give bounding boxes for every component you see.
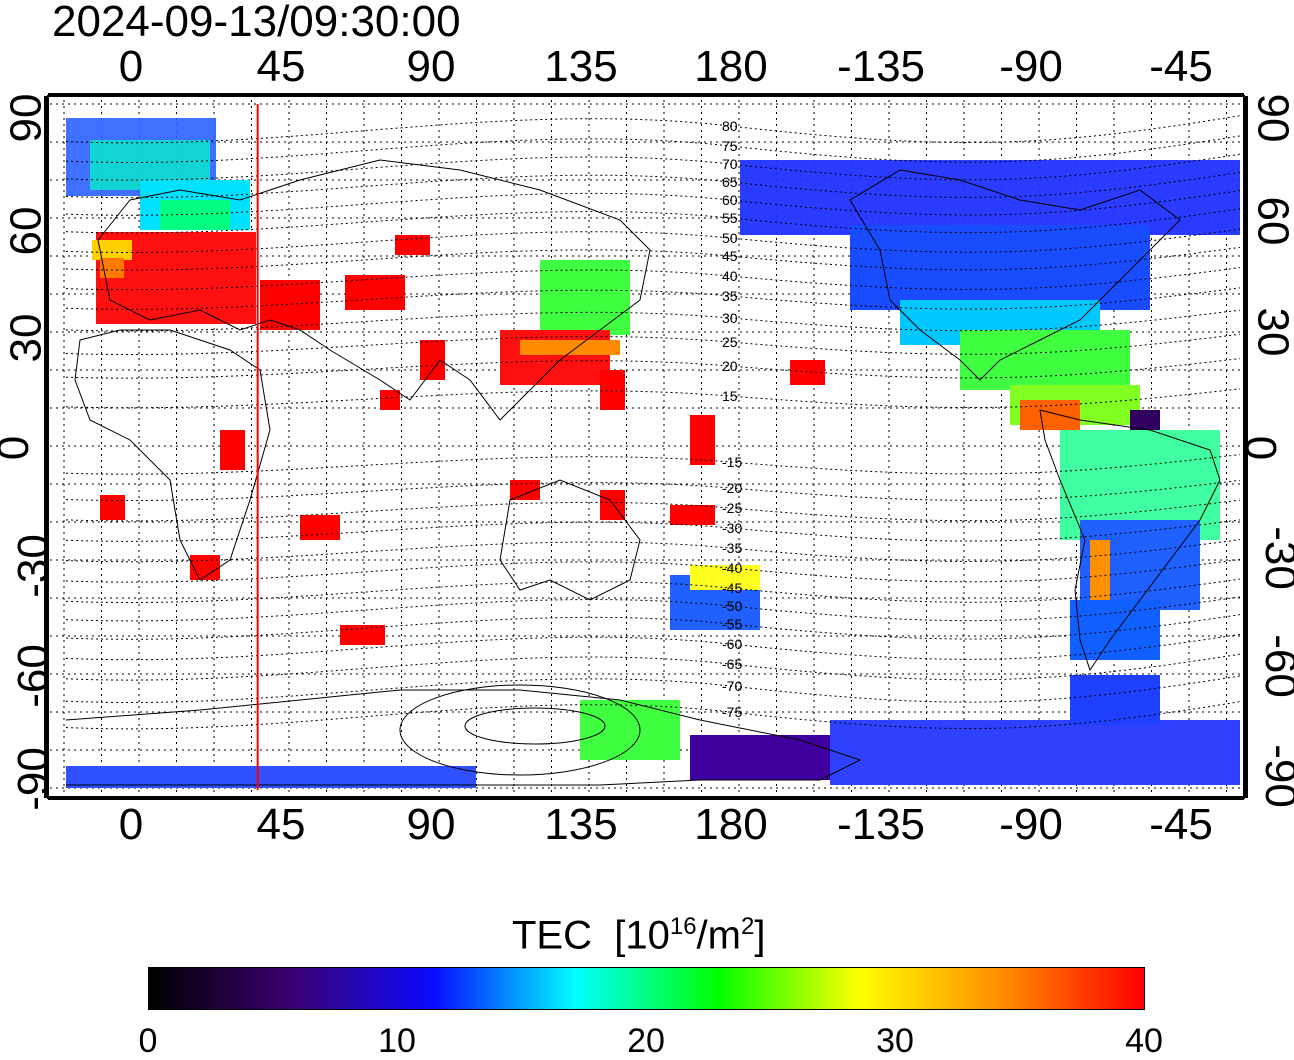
contour-line (65, 267, 1241, 291)
contour-label: -75 (722, 704, 742, 720)
contour-label: 15 (722, 388, 738, 404)
contour-line (65, 539, 1241, 563)
contour-label: -60 (722, 636, 742, 652)
tec-map: 80 75 70 65 60 55 50 45 40 35 30 25 20 15 -15 -20 -25 -30… (44, 93, 1248, 800)
x-tick-top: -45 (1149, 42, 1213, 91)
contour-label: -35 (722, 540, 742, 556)
contour-line (65, 701, 1241, 730)
colorbar-label: 40 (1125, 1022, 1163, 1060)
contour-line (65, 208, 1241, 234)
contour-label: 25 (722, 334, 738, 350)
contour-line (65, 115, 1241, 144)
contour-line (65, 614, 1241, 640)
colorbar-label: 30 (876, 1022, 914, 1060)
contour-label: 35 (722, 288, 738, 304)
contour-label: -55 (722, 616, 742, 632)
contour-label: 50 (722, 230, 738, 246)
contour-line (65, 388, 1241, 409)
x-tick-top: 0 (118, 42, 144, 91)
contour-line (65, 358, 1241, 379)
x-tick-bottom: -135 (836, 800, 926, 849)
contour-label: 70 (722, 156, 738, 172)
x-tick-bottom: 0 (118, 800, 144, 849)
contour-line (65, 190, 1241, 216)
x-tick-top: 180 (694, 42, 768, 91)
contour-label: 45 (722, 248, 738, 264)
colorbar-title: TEC [1016/m2] (512, 913, 766, 958)
contour-label: -50 (722, 598, 742, 614)
x-tick-top: -135 (836, 42, 926, 91)
tec-colorbar (148, 967, 1145, 1010)
tec-data-layer (66, 118, 1240, 788)
contour-labels: 80 75 70 65 60 55 50 45 40 35 30 25 20 15 -15 -20 -25 -30… (722, 118, 742, 720)
contour-label: 75 (722, 138, 738, 154)
coastlines (65, 159, 1221, 786)
contour-label: -70 (722, 678, 742, 694)
contour-line (65, 171, 1241, 199)
map-timestamp: 2024-09-13/09:30:00 (52, 0, 461, 46)
contour-label: 55 (722, 210, 738, 226)
contour-line (65, 309, 1241, 332)
x-tick-top: 90 (406, 42, 456, 91)
contour-line (65, 246, 1241, 271)
contour-label: 65 (722, 174, 738, 190)
contour-label: -30 (722, 520, 742, 536)
contour-label: -40 (722, 560, 742, 576)
contour-line (65, 479, 1241, 502)
contour-label: -45 (722, 580, 742, 596)
x-tick-bottom: 45 (256, 800, 306, 849)
contour-label: 80 (722, 118, 738, 134)
contour-line (65, 153, 1241, 181)
contour-label: 30 (722, 310, 738, 326)
contour-label: -65 (722, 656, 742, 672)
contour-line (65, 519, 1241, 542)
contour-line (65, 287, 1241, 310)
contour-line (65, 135, 1241, 163)
contour-label: -25 (722, 500, 742, 516)
contour-line (65, 596, 1241, 622)
contour-label: -20 (722, 480, 742, 496)
x-tick-bottom: -90 (999, 800, 1063, 849)
contour-label: -15 (722, 454, 742, 470)
x-tick-bottom: 90 (406, 800, 456, 849)
x-tick-bottom: -45 (1149, 800, 1213, 849)
contour-line (65, 653, 1241, 681)
x-tick-top: -90 (999, 42, 1063, 91)
contour-line (65, 675, 1241, 703)
contour-label: 40 (722, 268, 738, 284)
contour-line (65, 558, 1241, 583)
contour-line (65, 633, 1241, 661)
contour-line (65, 228, 1241, 253)
x-tick-bottom: 180 (694, 800, 768, 849)
contour-line (65, 454, 1241, 475)
contour-line (65, 578, 1241, 603)
contour-label: 60 (722, 192, 738, 208)
x-tick-top: 135 (544, 42, 618, 91)
contour-line (65, 333, 1241, 356)
magnetic-contours (65, 115, 1241, 730)
colorbar-label: 20 (627, 1022, 665, 1060)
contour-label: 20 (722, 358, 738, 374)
x-tick-bottom: 135 (544, 800, 618, 849)
colorbar-label: 10 (378, 1022, 416, 1060)
colorbar-label: 0 (138, 1022, 158, 1060)
x-tick-top: 45 (256, 42, 306, 91)
contour-line (65, 499, 1241, 522)
